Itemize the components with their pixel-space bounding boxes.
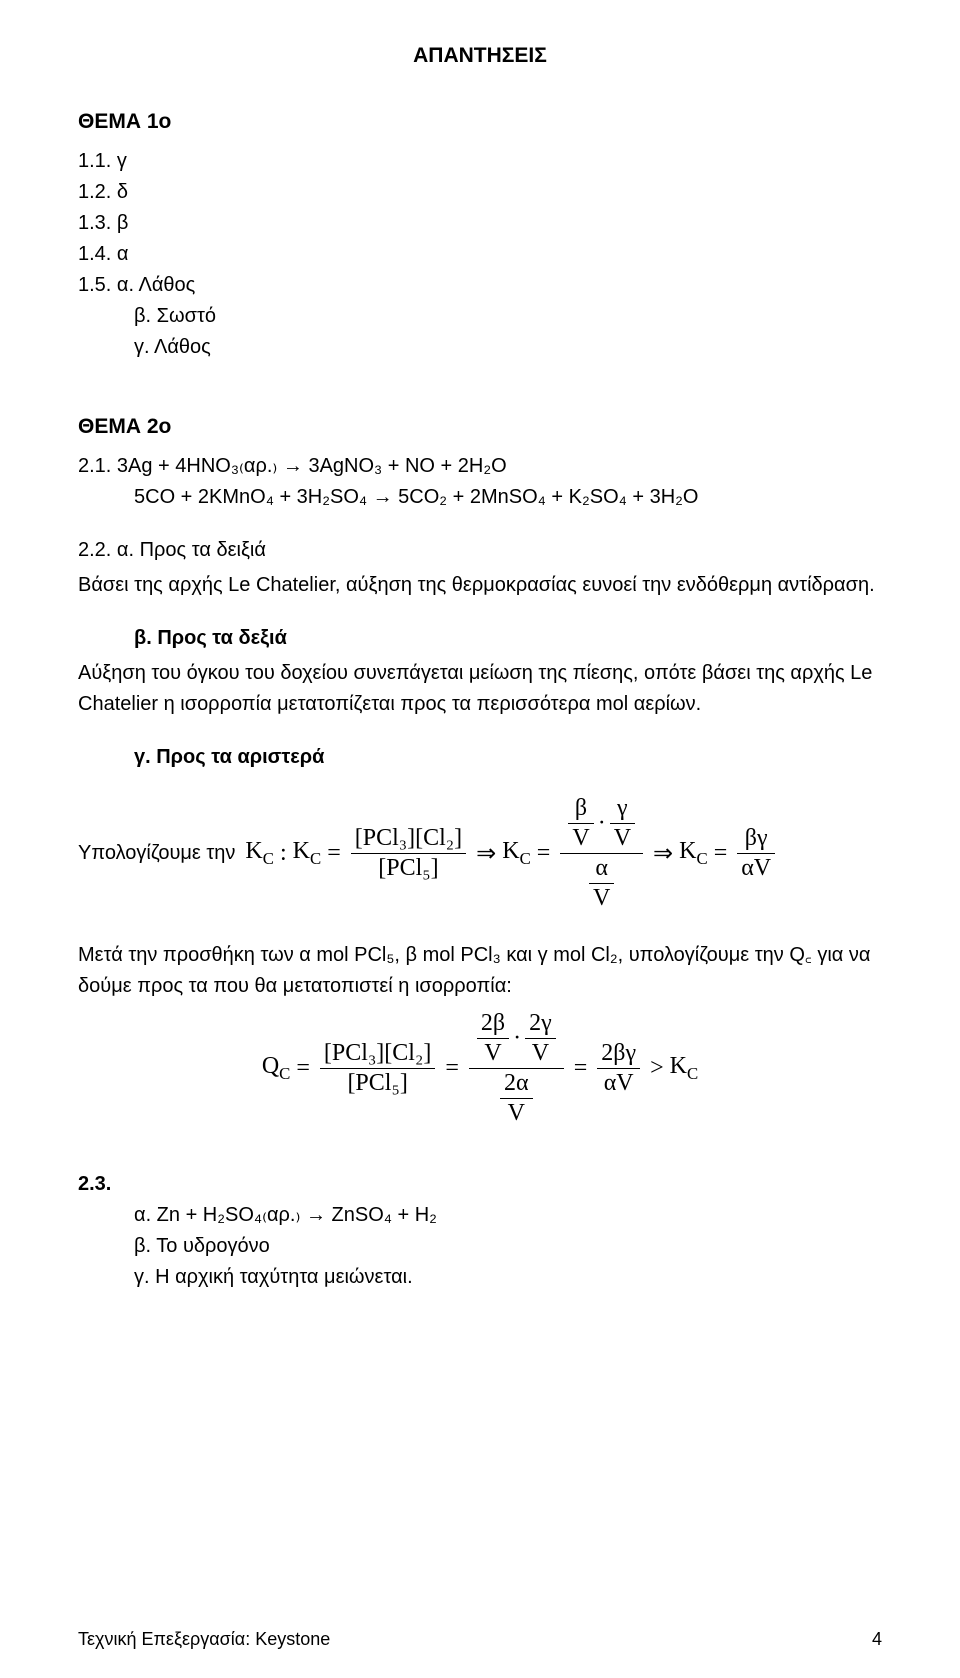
thema-1-heading: ΘΕΜΑ 1ο <box>78 110 882 134</box>
thema-1-row: 1.3. β <box>78 208 882 239</box>
fraction: βV · γV αV <box>560 795 643 912</box>
formula-qc: QC = [PCl₃][Cl₂] [PCl₅] = 2βV · 2γV 2αV <box>78 1010 882 1127</box>
kc-symbol: KC <box>502 838 531 869</box>
fraction-bar <box>597 1068 640 1069</box>
denominator: αV <box>600 1070 638 1097</box>
thema-1-row: 1.4. α <box>78 239 882 270</box>
thema-2-row: γ. Προς τα αριστερά <box>78 742 882 773</box>
formula-lead: Υπολογίζουμε την <box>78 842 235 865</box>
thema-2-explanation: Μετά την προσθήκη των α mol PCl₅, β mol … <box>78 940 882 1002</box>
kc-symbol: KC <box>245 838 274 869</box>
numerator: [PCl₃][Cl₂] <box>351 825 466 852</box>
denominator: [PCl₅] <box>343 1070 411 1097</box>
footer-left: Τεχνική Επεξεργασία: Keystone <box>78 1629 330 1650</box>
kc-symbol: KC <box>679 838 708 869</box>
denominator: αV <box>581 855 622 912</box>
thema-2-explanation: Αύξηση του όγκου του δοχείου συνεπάγεται… <box>78 658 882 720</box>
thema-1-row: 1.1. γ <box>78 146 882 177</box>
thema-2-row: 5CO + 2KMnO₄ + 3H₂SO₄ → 5CO₂ + 2MnSO₄ + … <box>78 482 882 513</box>
fraction-bar <box>560 853 643 854</box>
thema-2-row: 2.3. <box>78 1169 882 1200</box>
thema-2-row: 2.2. α. Προς τα δειξιά <box>78 535 882 566</box>
thema-1-row: γ. Λάθος <box>78 332 882 363</box>
fraction: βγ αV <box>737 825 775 882</box>
page-footer: Τεχνική Επεξεργασία: Keystone 4 <box>78 1629 882 1650</box>
thema-2-row: β. Προς τα δεξιά <box>78 623 882 654</box>
numerator: βV · γV <box>560 795 643 852</box>
qc-symbol: QC <box>262 1053 291 1084</box>
colon: : <box>274 840 293 867</box>
fraction-bar <box>351 853 466 854</box>
inner-fraction: 2γV <box>525 1010 556 1067</box>
bold-label: γ. Προς τα αριστερά <box>134 746 324 768</box>
thema-1: ΘΕΜΑ 1ο 1.1. γ 1.2. δ 1.3. β 1.4. α 1.5.… <box>78 110 882 363</box>
formula-kc: Υπολογίζουμε την KC : KC = [PCl₃][Cl₂] [… <box>78 795 882 912</box>
numerator: 2βγ <box>597 1040 640 1067</box>
thema-1-row: β. Σωστό <box>78 301 882 332</box>
thema-2-row: γ. Η αρχική ταχύτητα μειώνεται. <box>78 1262 882 1293</box>
fraction: [PCl₃][Cl₂] [PCl₅] <box>351 825 466 882</box>
equals-sign: = <box>708 840 734 867</box>
thema-2-explanation: Βάσει της αρχής Le Chatelier, αύξηση της… <box>78 570 882 601</box>
numerator: 2βV · 2γV <box>469 1010 564 1067</box>
equals-sign: = <box>568 1055 594 1082</box>
inner-fraction: αV <box>589 855 614 912</box>
thema-2-row: α. Zn + H₂SO₄₍αρ.₎ → ZnSO₄ + H₂ <box>78 1200 882 1231</box>
fraction-bar <box>320 1068 435 1069</box>
inner-fraction: γV <box>610 795 635 852</box>
fraction: [PCl₃][Cl₂] [PCl₅] <box>320 1040 435 1097</box>
fraction-bar <box>737 853 775 854</box>
dot: · <box>513 1025 521 1052</box>
inner-fraction: βV <box>568 795 593 852</box>
thema-2-heading: ΘΕΜΑ 2ο <box>78 415 882 439</box>
page-title: ΑΠΑΝΤΗΣΕΙΣ <box>78 44 882 68</box>
kc-symbol: KC <box>293 838 322 869</box>
kc-symbol: KC <box>670 1053 699 1084</box>
fraction: 2βγ αV <box>597 1040 640 1097</box>
greater-than: > <box>644 1055 670 1082</box>
denominator: [PCl₅] <box>374 855 442 882</box>
numerator: βγ <box>741 825 772 852</box>
equals-sign: = <box>439 1055 465 1082</box>
bold-label: β. Προς τα δεξιά <box>134 627 287 649</box>
thema-2-row: 2.1. 3Ag + 4HNO₃₍αρ.₎ → 3AgNO₃ + NO + 2H… <box>78 451 882 482</box>
arrow: ⇒ <box>470 839 502 868</box>
formula-body: QC = [PCl₃][Cl₂] [PCl₅] = 2βV · 2γV 2αV <box>262 1010 698 1127</box>
formula-body: KC : KC = [PCl₃][Cl₂] [PCl₅] ⇒ KC = βV ·… <box>245 795 779 912</box>
equals-sign: = <box>531 840 557 867</box>
footer-page-number: 4 <box>872 1629 882 1650</box>
thema-2: ΘΕΜΑ 2ο 2.1. 3Ag + 4HNO₃₍αρ.₎ → 3AgNO₃ +… <box>78 415 882 1293</box>
fraction: 2βV · 2γV 2αV <box>469 1010 564 1127</box>
inner-fraction: 2αV <box>500 1070 533 1127</box>
arrow: ⇒ <box>647 839 679 868</box>
fraction-bar <box>469 1068 564 1069</box>
equals-sign: = <box>290 1055 316 1082</box>
dot: · <box>598 810 606 837</box>
denominator: 2αV <box>492 1070 541 1127</box>
equals-sign: = <box>321 840 347 867</box>
numerator: [PCl₃][Cl₂] <box>320 1040 435 1067</box>
thema-1-row: 1.2. δ <box>78 177 882 208</box>
inner-fraction: 2βV <box>477 1010 509 1067</box>
thema-1-row: 1.5. α. Λάθος <box>78 270 882 301</box>
denominator: αV <box>737 855 775 882</box>
thema-2-row: β. Το υδρογόνο <box>78 1231 882 1262</box>
